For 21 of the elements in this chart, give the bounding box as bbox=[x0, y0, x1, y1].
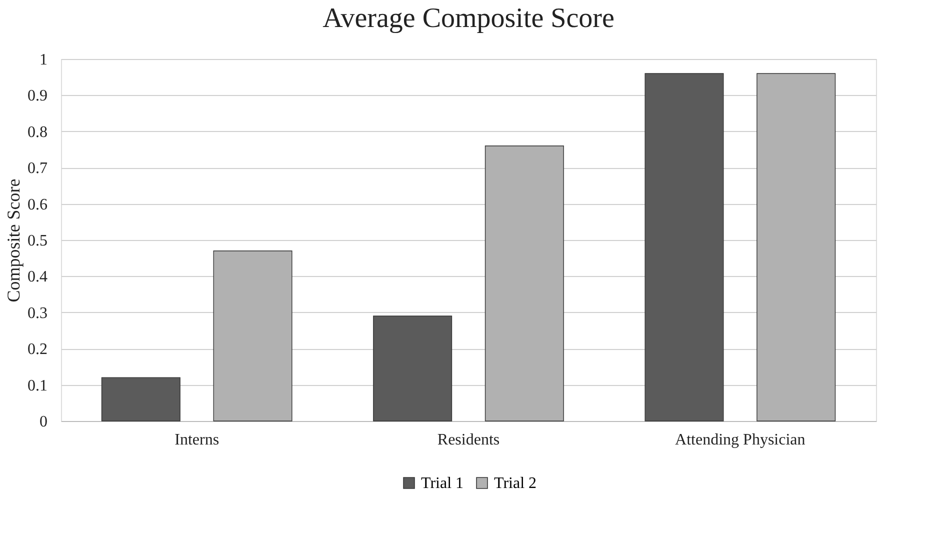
y-tick-label: 0.6 bbox=[28, 196, 48, 214]
y-tick-label: 0.5 bbox=[28, 232, 48, 250]
x-tick-label: Residents bbox=[437, 432, 500, 448]
y-tick-label: 0.1 bbox=[28, 377, 48, 394]
x-tick-label: Interns bbox=[174, 432, 220, 448]
legend-label: Trial 2 bbox=[494, 475, 537, 492]
y-tick-label: 0.3 bbox=[28, 304, 48, 322]
y-tick-label: 1 bbox=[40, 52, 48, 68]
legend-label: Trial 1 bbox=[421, 475, 464, 492]
bar bbox=[644, 73, 724, 422]
y-tick-label: 0.7 bbox=[28, 160, 48, 178]
y-tick-label: 0.2 bbox=[28, 341, 48, 358]
x-tick-label: Attending Physician bbox=[675, 432, 806, 448]
bar bbox=[101, 377, 180, 422]
y-tick-label: 0 bbox=[40, 414, 48, 430]
y-tick-label: 0.8 bbox=[28, 124, 48, 141]
y-axis-title: Composite Score bbox=[4, 178, 24, 302]
chart-title: Average Composite Score bbox=[322, 3, 614, 34]
y-tick-label: 0.4 bbox=[28, 268, 48, 286]
bar bbox=[373, 316, 452, 422]
y-tick-label: 0.9 bbox=[28, 88, 48, 105]
